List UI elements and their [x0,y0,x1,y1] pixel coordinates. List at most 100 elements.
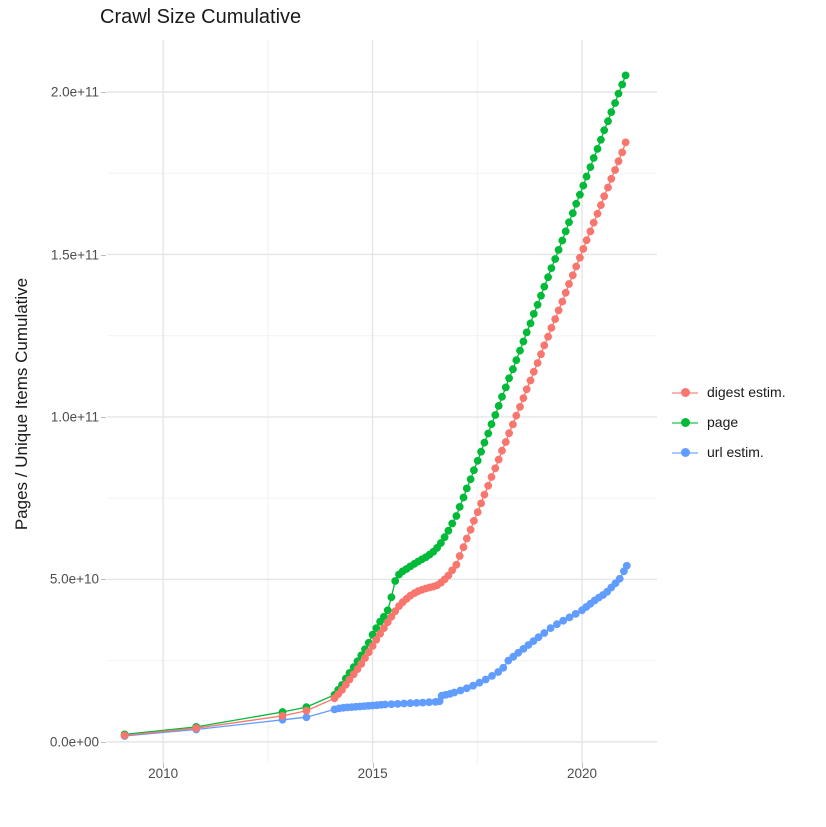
data-point [452,560,461,569]
data-point [553,620,561,629]
data-point [544,332,552,341]
data-point [477,499,485,508]
data-point [469,681,477,690]
data-point [586,163,595,171]
data-point [487,473,496,481]
x-tick-label: 2010 [148,766,179,781]
data-point [544,273,552,282]
data-point [565,280,573,288]
data-point [120,731,129,740]
y-tick-mark [101,254,106,256]
data-point [412,699,421,707]
data-point [480,490,489,499]
data-point [491,411,500,419]
data-point [621,71,630,80]
legend-item-label: digest estim. [707,384,786,400]
data-point [437,539,445,547]
data-point [540,282,549,291]
data-point [387,612,396,621]
data-point [505,429,513,438]
y-tick-mark [101,416,106,418]
legend-item-label: page [707,414,739,430]
plot-panel [107,40,657,763]
legend-key-icon [672,383,698,401]
data-point [499,663,508,672]
data-point [473,456,482,465]
data-point [519,337,528,346]
data-point [519,394,528,402]
data-point [459,543,468,552]
data-point [546,624,555,632]
data-point [501,383,510,392]
data-point [604,117,612,126]
data-point [554,306,563,315]
legend-key-icon [672,413,698,431]
data-point [615,574,624,583]
series-line [124,565,628,737]
data-point [572,262,581,271]
data-point [484,429,493,438]
data-point [537,350,545,359]
data-point [501,438,510,446]
data-point [393,700,402,708]
data-point [480,438,489,447]
data-point [547,264,556,272]
data-point [593,145,602,153]
data-point [607,174,616,183]
data-point [494,402,503,410]
data-point [565,218,573,227]
data-point [516,346,524,355]
data-point [380,612,388,621]
data-point [383,618,392,627]
data-point [597,135,605,144]
data-point [618,80,627,89]
data-point [533,359,542,367]
data-point [470,466,478,475]
data-point [494,455,503,464]
data-point [589,154,598,162]
data-point [512,411,521,420]
legend-item-label: url estim. [707,444,764,460]
data-point [484,481,493,490]
data-point [540,629,549,637]
y-tick-mark [101,579,106,581]
x-tick-label: 2020 [566,766,598,781]
data-point [537,291,545,300]
data-point [611,99,619,107]
data-point [357,660,366,668]
data-point [565,613,574,622]
data-point [450,688,459,697]
data-point [302,706,311,715]
data-point [589,218,598,227]
data-point [372,624,381,632]
data-point [462,684,471,693]
data-point [488,672,496,680]
data-point [551,315,560,323]
data-point [192,724,201,733]
plot-svg [107,40,657,763]
y-tick-label: 5.0e+10 [49,571,99,587]
data-point [455,503,464,511]
data-point [593,209,602,218]
data-point [611,166,619,174]
data-point [278,712,287,720]
data-point [509,365,517,374]
data-point [481,675,490,684]
data-point [440,533,449,542]
data-point [444,526,453,535]
data-point [498,446,506,455]
data-point [526,319,535,328]
data-point [604,183,612,192]
data-point [498,392,506,401]
data-point [455,552,464,560]
data-point [529,367,538,376]
legend-item: page [672,407,786,437]
data-point [618,148,627,157]
data-point [477,447,485,456]
y-tick-label: 1.0e+11 [50,409,99,425]
data-point [572,199,581,208]
data-point [622,561,631,570]
data-point [418,698,427,707]
data-point [381,700,389,709]
data-point [475,678,484,687]
